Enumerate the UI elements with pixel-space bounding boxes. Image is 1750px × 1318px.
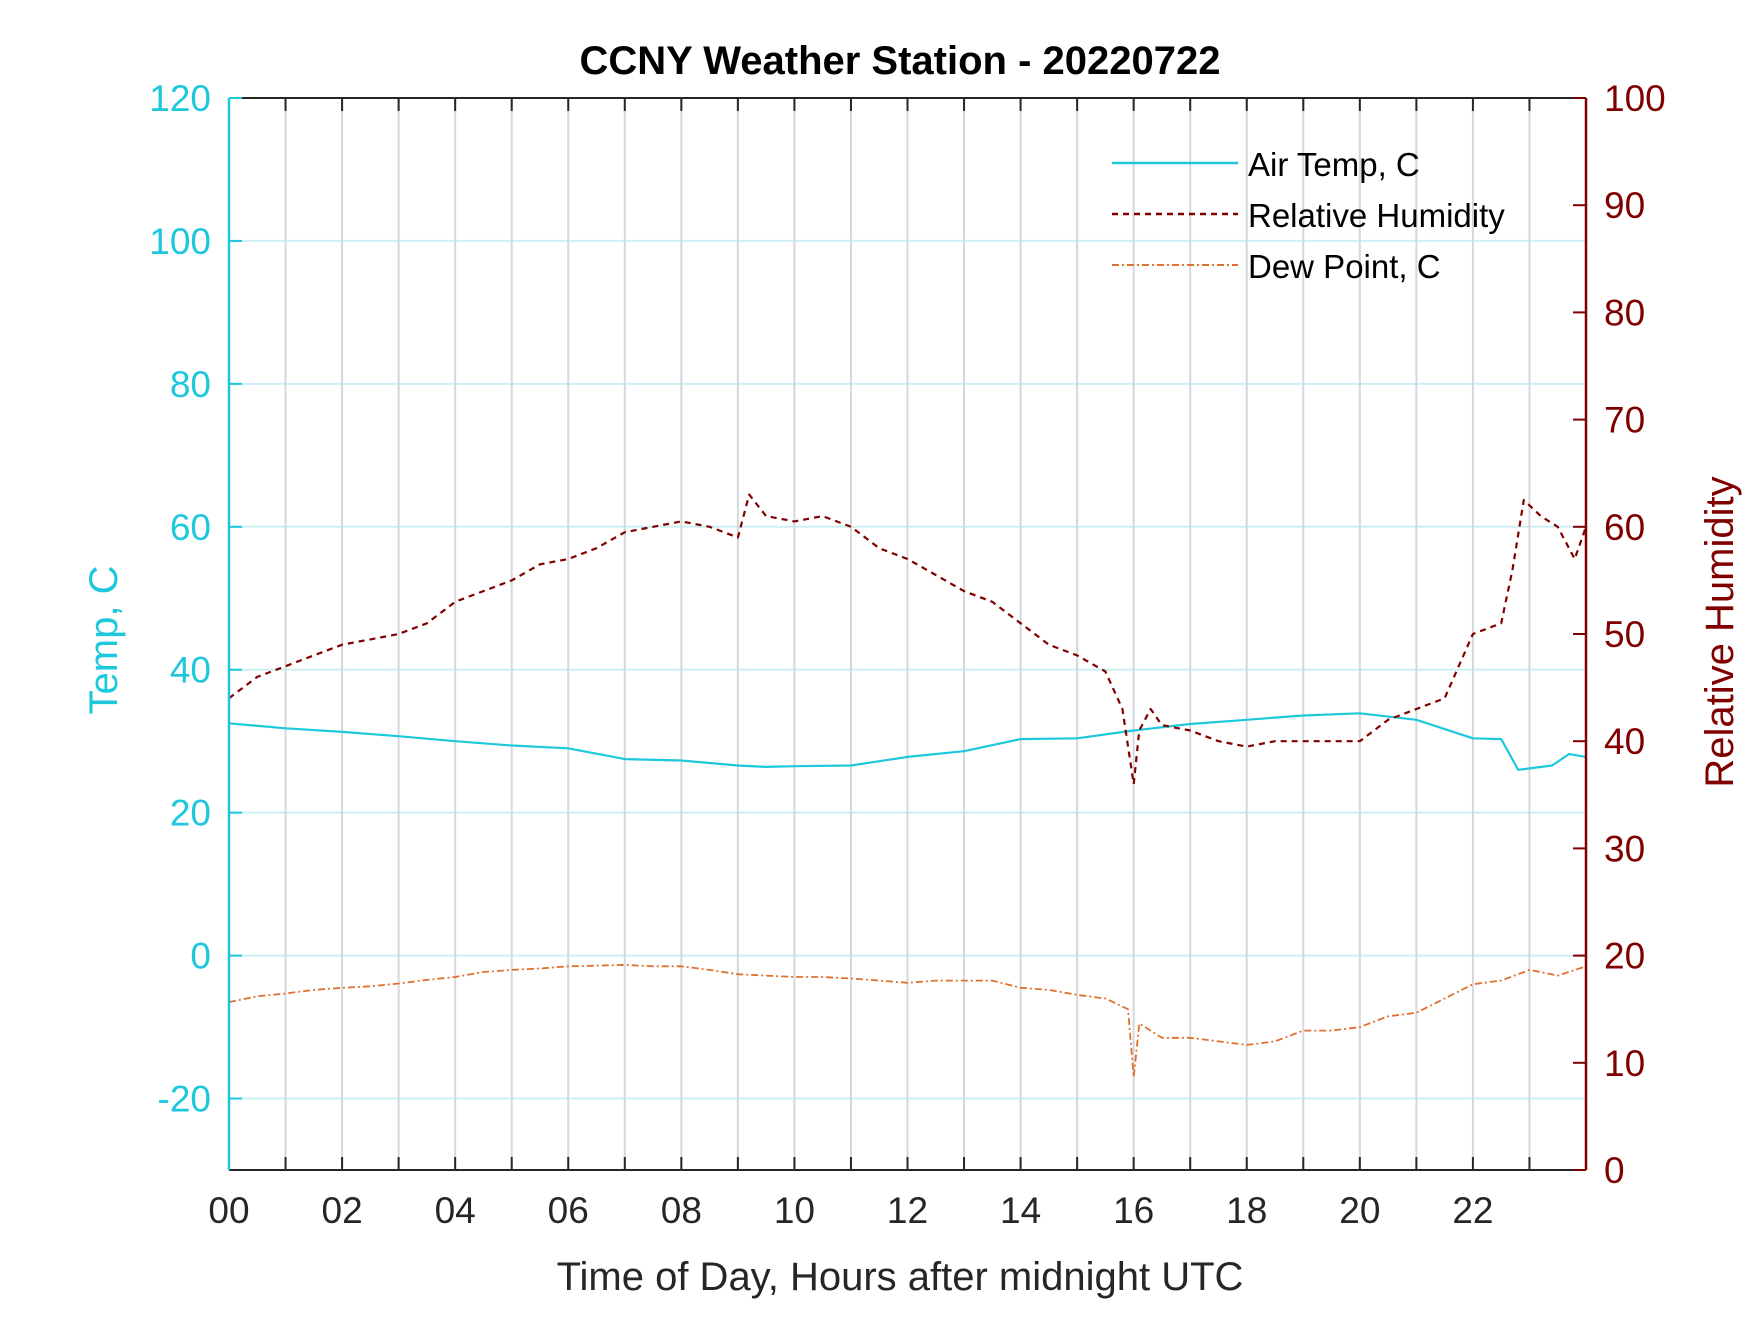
x-tick-label: 06: [548, 1190, 589, 1231]
x-tick-label: 14: [1000, 1190, 1041, 1231]
rh-axis-label: Relative Humidity: [1698, 476, 1742, 787]
x-tick-label: 12: [887, 1190, 928, 1231]
temp-tick-label: 0: [190, 936, 211, 977]
temp-axis-label: Temp, C: [82, 566, 126, 715]
rh-tick-label: 0: [1604, 1150, 1625, 1191]
rh-tick-label: 80: [1604, 292, 1645, 333]
rh-tick-label: 20: [1604, 936, 1645, 977]
rh-tick-label: 10: [1604, 1043, 1645, 1084]
legend-label-air-temp: Air Temp, C: [1248, 146, 1420, 183]
rh-axis-ticks: 0 10 20 30 40 50 60 70 80 90 100: [1573, 78, 1666, 1191]
x-tick-label: 16: [1113, 1190, 1154, 1231]
x-tick-label: 10: [774, 1190, 815, 1231]
temp-tick-label: 40: [170, 650, 211, 691]
legend-label-dew-point: Dew Point, C: [1248, 248, 1441, 285]
x-tick-label: 08: [661, 1190, 702, 1231]
x-axis-label: Time of Day, Hours after midnight UTC: [557, 1255, 1244, 1299]
x-tick-label: 00: [208, 1190, 249, 1231]
temp-tick-label: 120: [149, 78, 211, 119]
x-tick-label: 22: [1452, 1190, 1493, 1231]
rh-tick-label: 60: [1604, 507, 1645, 548]
legend: Air Temp, C Relative Humidity Dew Point,…: [1112, 146, 1505, 285]
air-temp-series: [228, 712, 1587, 771]
temp-axis-ticks: -20 0 20 40 60 80 100 120: [149, 78, 242, 1120]
rh-tick-label: 40: [1604, 721, 1645, 762]
x-tick-label: 02: [322, 1190, 363, 1231]
dew-point-series: [228, 964, 1587, 1078]
x-tick-label: 18: [1226, 1190, 1267, 1231]
chart-title: CCNY Weather Station - 20220722: [580, 39, 1221, 83]
rh-tick-label: 70: [1604, 400, 1645, 441]
legend-label-rel-humidity: Relative Humidity: [1248, 197, 1505, 234]
temp-tick-label: 100: [149, 221, 211, 262]
rh-tick-label: 50: [1604, 614, 1645, 655]
plot-series: [228, 493, 1588, 1078]
rh-tick-label: 30: [1604, 828, 1645, 869]
x-tick-label: 04: [435, 1190, 476, 1231]
rh-tick-label: 100: [1604, 78, 1666, 119]
temp-tick-label: 20: [170, 793, 211, 834]
temp-tick-label: 60: [170, 507, 211, 548]
x-tick-label: 20: [1339, 1190, 1380, 1231]
vertical-gridlines: [284, 98, 1531, 1170]
x-axis-ticks: 00 02 04 06 08 10 12 14 16 18 20 22: [208, 98, 1531, 1231]
temp-tick-label: 80: [170, 364, 211, 405]
rh-tick-label: 90: [1604, 185, 1645, 226]
temp-tick-label: -20: [158, 1079, 211, 1120]
